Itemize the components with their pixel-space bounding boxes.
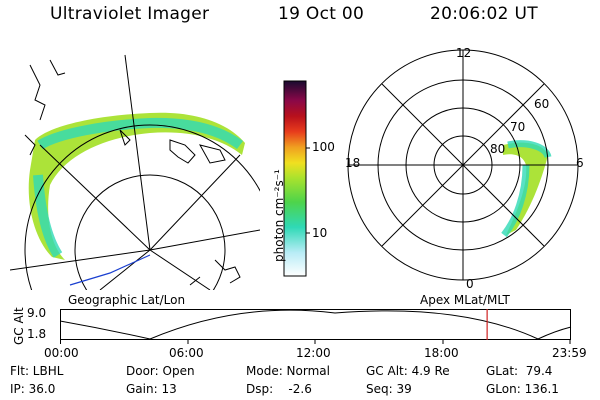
colorbar-gradient	[283, 80, 307, 277]
meridian	[149, 249, 211, 290]
timeline-frame	[60, 309, 571, 340]
meridian	[124, 54, 151, 251]
timeline-ylabel: GC Alt	[12, 307, 26, 345]
xtick-label-2359: 23:59	[552, 346, 587, 360]
info-ip: IP: 36.0	[10, 382, 56, 396]
altitude-curve	[60, 309, 572, 340]
colorbar-unit-label: photon cm⁻²s⁻¹	[272, 169, 286, 262]
mlt-spoke	[381, 83, 545, 247]
time-label: 20:06:02 UT	[430, 4, 538, 24]
xtick-label-18: 18:00	[424, 346, 459, 360]
coastline	[24, 59, 66, 156]
coastline-blue	[69, 254, 151, 286]
mlt-label-12: 12	[456, 46, 472, 60]
lat-circle-outer	[24, 124, 260, 290]
geographic-map	[10, 54, 260, 290]
info-glon: GLon: 136.1	[486, 382, 559, 396]
aurora-band-geo	[28, 112, 245, 260]
colorbar-tick-label-10: 10	[312, 226, 328, 240]
ytick-1-8: 1.8	[27, 327, 47, 341]
coastline	[119, 129, 226, 164]
info-gain: Gain: 13	[126, 382, 177, 396]
aurora-edge-geo	[33, 117, 243, 258]
info-dsp: Dsp: -2.6	[246, 382, 312, 396]
lat-label-60: 60	[534, 97, 550, 111]
coastline	[189, 259, 241, 286]
xtick-label-06: 06:00	[169, 346, 204, 360]
lat-circle-inner	[74, 174, 226, 290]
mlt-label-6: 6	[576, 156, 584, 170]
info-filter: Flt: LBHL	[10, 364, 64, 378]
timeline-plot	[60, 309, 572, 344]
geographic-label: Geographic Lat/Lon	[68, 293, 186, 307]
ytick-9: 9.0	[27, 306, 47, 320]
lat-label-80: 80	[490, 142, 506, 156]
meridian	[149, 229, 260, 251]
info-gc-alt: GC Alt: 4.9 Re	[366, 364, 450, 378]
mlt-label-0: 0	[466, 277, 474, 291]
meridian	[39, 144, 151, 251]
apex-label: Apex MLat/MLT	[420, 293, 510, 307]
meridian	[149, 154, 241, 251]
lat-label-70: 70	[510, 120, 526, 134]
xtick-label-00: 00:00	[44, 346, 79, 360]
colorbar	[283, 80, 310, 277]
info-mode: Mode: Normal	[246, 364, 330, 378]
info-seq: Seq: 39	[366, 382, 412, 396]
date-label: 19 Oct 00	[278, 4, 365, 24]
xtick-label-12: 12:00	[296, 346, 331, 360]
meridian	[10, 249, 151, 271]
meridian	[99, 249, 151, 290]
instrument-title: Ultraviolet Imager	[50, 4, 210, 24]
info-glat: GLat: 79.4	[486, 364, 553, 378]
colorbar-tick-label-100: 100	[312, 140, 335, 154]
mlt-label-18: 18	[345, 156, 361, 170]
info-door: Door: Open	[126, 364, 195, 378]
polar-plot	[347, 49, 579, 281]
